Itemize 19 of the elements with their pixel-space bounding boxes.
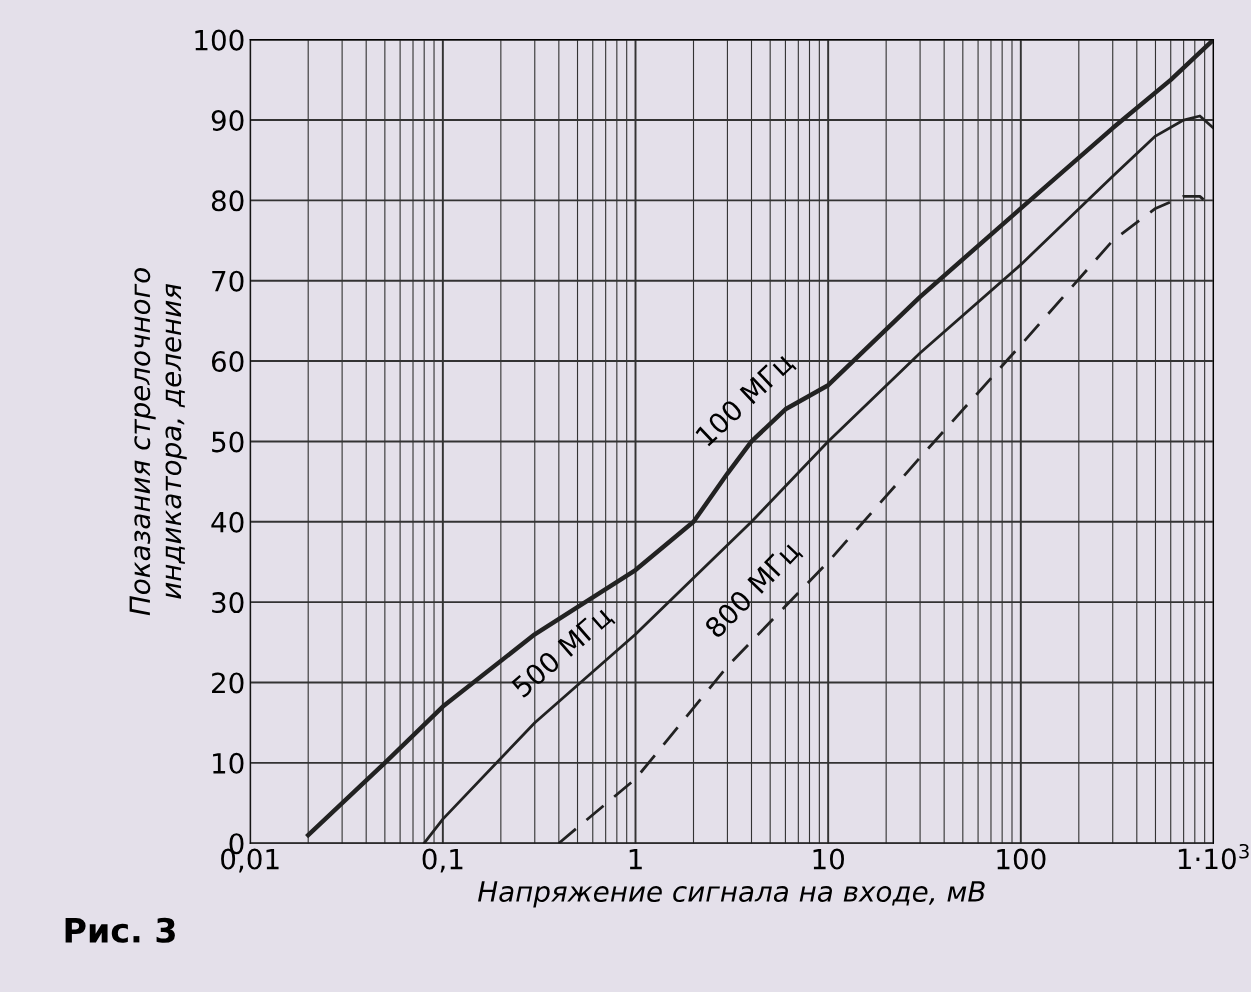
y-tick-label: 70 — [212, 270, 244, 292]
x-tick-label: 1·10$^{3}$ — [1178, 843, 1249, 870]
y-tick-label: 100 — [195, 29, 244, 51]
y-tick-label: 20 — [212, 672, 244, 694]
x-tick-label: 100 — [997, 848, 1046, 870]
y-tick-label: 80 — [211, 190, 244, 212]
x-tick-label: 0,1 — [422, 848, 463, 873]
text: 500 МГц — [510, 604, 616, 701]
y-tick-label: 60 — [211, 351, 244, 373]
x-axis-title: Напряжение сигнала на входе, мВ — [478, 881, 985, 908]
y-tick-label: 50 — [212, 431, 244, 453]
x-tick-label: 10 — [813, 848, 844, 870]
y-tick-label: 30 — [212, 592, 244, 614]
y-tick-label: 90 — [211, 109, 244, 131]
y-tick-label: 40 — [211, 511, 244, 533]
y-axis-title: Показания стрелочного индикатора, деления — [129, 268, 187, 616]
text: Рис. 3 — [65, 917, 175, 943]
y-tick-label: 10 — [213, 752, 244, 774]
x-tick-label: 1 — [629, 848, 642, 870]
